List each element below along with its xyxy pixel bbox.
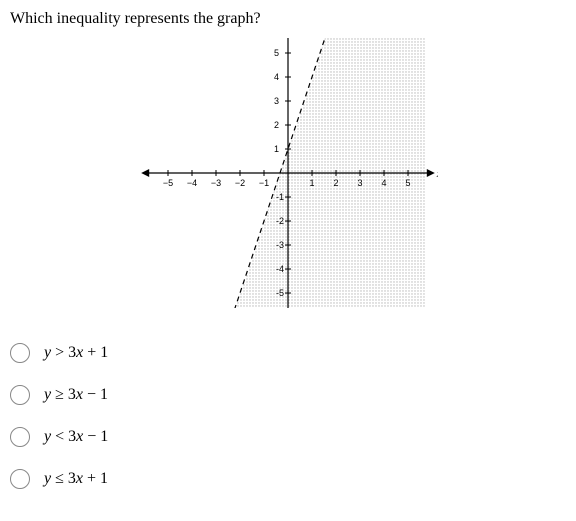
option-2[interactable]: y < 3x − 1 (10, 427, 566, 447)
svg-text:-5: -5 (276, 288, 284, 298)
radio-button[interactable] (10, 427, 30, 447)
option-expression: y ≥ 3x − 1 (44, 386, 108, 404)
svg-text:x: x (436, 168, 438, 180)
svg-text:3: 3 (274, 96, 279, 106)
svg-text:−4: −4 (187, 178, 197, 188)
svg-text:4: 4 (274, 72, 279, 82)
svg-text:1: 1 (309, 178, 314, 188)
svg-text:5: 5 (405, 178, 410, 188)
svg-text:−3: −3 (211, 178, 221, 188)
svg-text:−1: −1 (259, 178, 269, 188)
radio-button[interactable] (10, 343, 30, 363)
answer-options: y > 3x + 1 y ≥ 3x − 1 y < 3x − 1 y ≤ 3x + 1 (10, 343, 566, 489)
svg-text:-2: -2 (276, 216, 284, 226)
svg-text:1: 1 (274, 144, 279, 154)
svg-text:−2: −2 (235, 178, 245, 188)
svg-text:5: 5 (274, 48, 279, 58)
inequality-graph: −5−4−3−2−11234554321-1-2-3-4-5yx (138, 38, 438, 308)
graph-container: −5−4−3−2−11234554321-1-2-3-4-5yx (10, 38, 566, 313)
option-expression: y ≤ 3x + 1 (44, 470, 108, 488)
question-text: Which inequality represents the graph? (10, 10, 566, 28)
svg-text:2: 2 (333, 178, 338, 188)
option-expression: y > 3x + 1 (44, 344, 108, 362)
option-3[interactable]: y ≤ 3x + 1 (10, 469, 566, 489)
svg-text:-3: -3 (276, 240, 284, 250)
svg-text:-1: -1 (276, 192, 284, 202)
svg-text:3: 3 (357, 178, 362, 188)
option-1[interactable]: y ≥ 3x − 1 (10, 385, 566, 405)
option-expression: y < 3x − 1 (44, 428, 108, 446)
svg-text:4: 4 (381, 178, 386, 188)
radio-button[interactable] (10, 469, 30, 489)
svg-text:2: 2 (274, 120, 279, 130)
svg-text:−5: −5 (163, 178, 173, 188)
svg-text:-4: -4 (276, 264, 284, 274)
radio-button[interactable] (10, 385, 30, 405)
option-0[interactable]: y > 3x + 1 (10, 343, 566, 363)
